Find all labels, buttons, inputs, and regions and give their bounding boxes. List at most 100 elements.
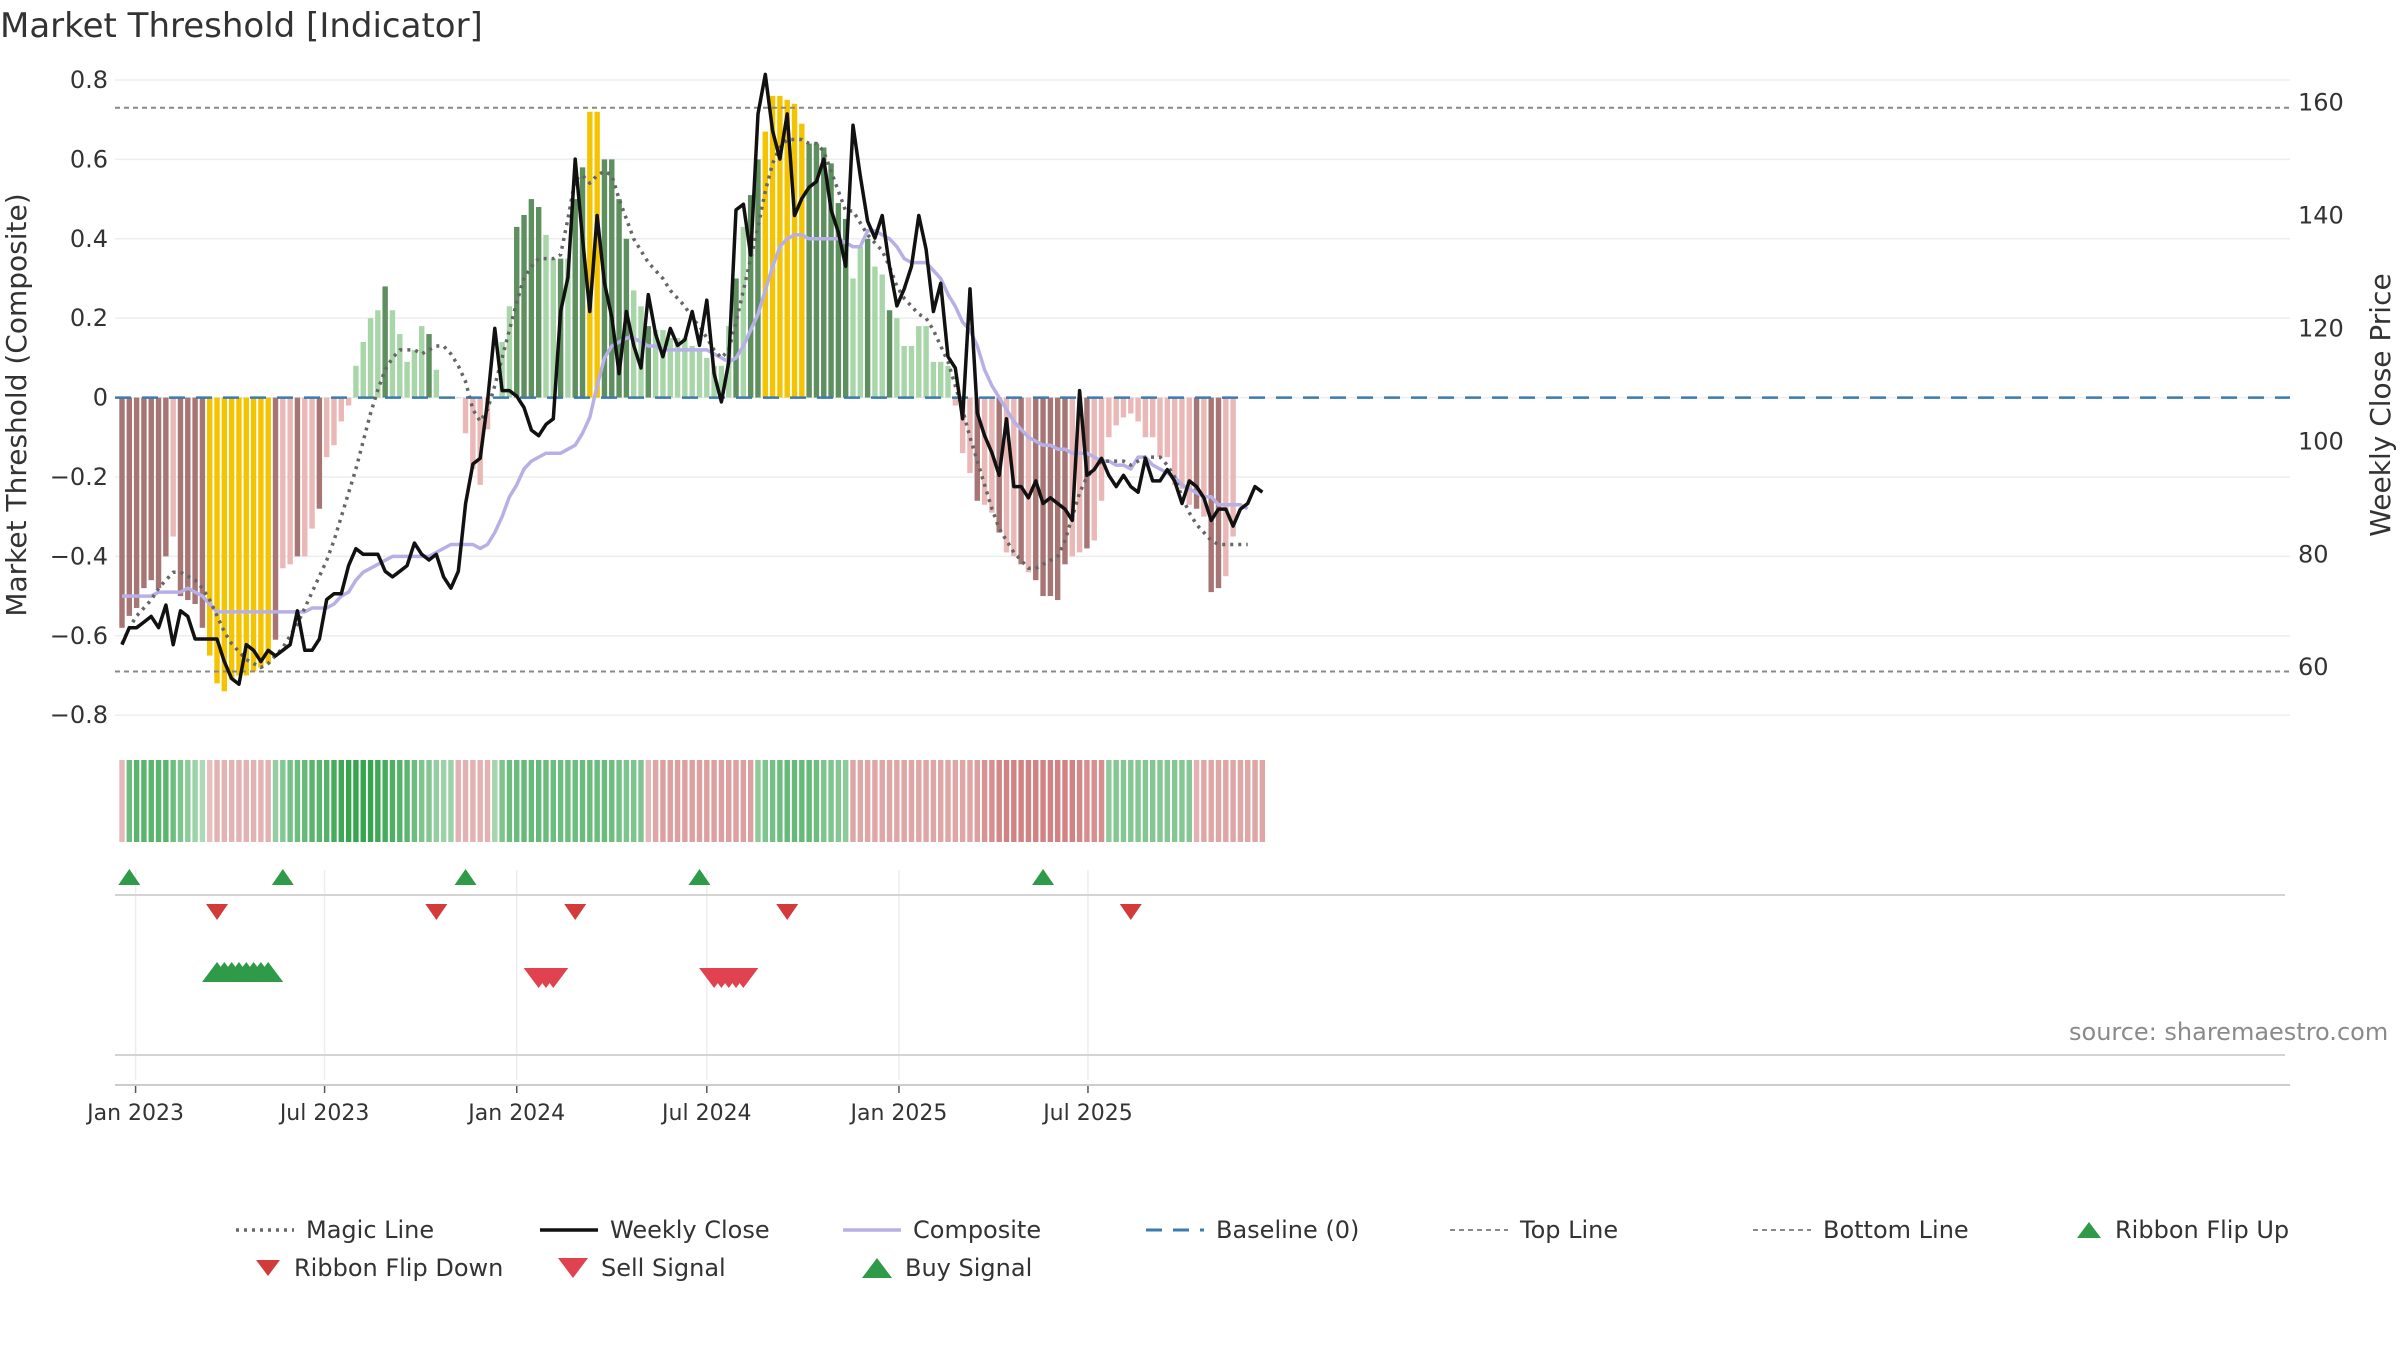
ribbon-flip-down-marker (425, 904, 448, 920)
ribbon-cell (221, 760, 228, 842)
ribbon-cell (1040, 760, 1046, 842)
composite-bar (214, 397, 220, 684)
composite-bar (323, 397, 330, 458)
ribbon-cell (243, 760, 249, 842)
composite-bar (791, 103, 798, 398)
composite-bar (1098, 397, 1105, 501)
legend-swatch-magic-line (236, 1228, 294, 1232)
ribbon-cell (367, 760, 374, 842)
ribbon-cell (938, 760, 944, 842)
composite-bar (367, 318, 374, 398)
sell-signal-marker (538, 968, 569, 988)
composite-bar (974, 397, 980, 501)
composite-bar (923, 326, 929, 398)
composite-bar (1076, 397, 1083, 553)
composite-bar (945, 365, 951, 398)
composite-bar (1230, 397, 1236, 537)
ribbon-cell (857, 760, 864, 842)
composite-bar (594, 111, 600, 398)
x-tick-label: Jan 2023 (85, 1101, 184, 1126)
ribbon-flip-down-marker (564, 904, 587, 920)
legend-swatch-weekly-close (540, 1228, 598, 1232)
composite-bar (886, 310, 893, 398)
composite-bar (462, 397, 469, 434)
composite-bar (755, 159, 761, 398)
ribbon-cell (1142, 760, 1149, 842)
ribbon-cell (1223, 760, 1229, 842)
ribbon-cell (272, 760, 279, 842)
composite-bar (864, 238, 871, 398)
composite-bar (704, 357, 710, 398)
weekly-close-line (120, 72, 1264, 686)
ribbon-cell (1003, 760, 1010, 842)
ribbon-cell (901, 760, 907, 842)
composite-bar (784, 99, 790, 398)
legend-label: Ribbon Flip Up (2115, 1216, 2290, 1244)
composite-bar (199, 397, 206, 628)
y-tick-label-left: 0.4 (70, 225, 108, 253)
ribbon-cell (119, 760, 125, 842)
ribbon-cell (192, 760, 198, 842)
y-tick-label-right: 80 (2298, 540, 2329, 568)
ribbon-cell (1201, 760, 1207, 842)
x-tick-label: Jul 2024 (660, 1101, 752, 1126)
composite-bar (660, 330, 666, 398)
ribbon-cell (587, 760, 593, 842)
composite-bar (828, 163, 834, 398)
composite-bar (419, 326, 425, 398)
composite-bar (126, 397, 133, 616)
composite-bar (543, 234, 549, 398)
ribbon-cell (747, 760, 754, 842)
composite-bar (645, 326, 652, 398)
ribbon-cell (821, 760, 827, 842)
composite-bar (506, 306, 513, 398)
ribbon-cell (601, 760, 608, 842)
y-tick-label-left: 0.8 (70, 66, 108, 94)
composite-bar (1106, 397, 1112, 438)
composite-bar (243, 397, 249, 676)
y-tick-label-left: 0.2 (70, 304, 108, 332)
composite-bar (747, 195, 754, 398)
ribbon-cell (433, 760, 440, 842)
ribbon-cell (265, 760, 271, 842)
ribbon-flip-up-marker (271, 869, 294, 885)
composite-bar (141, 397, 147, 589)
ribbon-cell (945, 760, 951, 842)
y-tick-label-right: 60 (2298, 653, 2329, 681)
composite-bar (236, 397, 242, 676)
composite-bar (1223, 397, 1229, 577)
ribbon-cell (1252, 760, 1258, 842)
composite-bar (338, 397, 345, 422)
ribbon-cell (755, 760, 761, 842)
ribbon-cell (813, 760, 820, 842)
ribbon-cell (1033, 760, 1039, 842)
ribbon-cell (894, 760, 900, 842)
ribbon-cell (309, 760, 315, 842)
composite-bar (535, 207, 542, 398)
ribbon-cell (1215, 760, 1222, 842)
composite-bar (572, 199, 578, 398)
composite-bar (1201, 397, 1207, 517)
ribbon-cell (1179, 760, 1185, 842)
composite-bar (857, 246, 864, 398)
legend-label: Bottom Line (1823, 1216, 1969, 1244)
composite-bar (806, 143, 812, 398)
ribbon-cell (163, 760, 169, 842)
ribbon-cell (155, 760, 162, 842)
ribbon-cell (872, 760, 878, 842)
ribbon-cell (294, 760, 301, 842)
ribbon-cell (718, 760, 725, 842)
composite-bar (521, 214, 527, 398)
ribbon-cell (652, 760, 659, 842)
composite-bar (565, 258, 571, 398)
ribbon-cell (1069, 760, 1076, 842)
composite-bar (718, 365, 725, 398)
composite-line (122, 229, 1249, 614)
ribbon-flip-down-marker (1119, 904, 1142, 920)
ribbon-cell (1025, 760, 1032, 842)
legend-label: Composite (913, 1216, 1042, 1244)
composite-bar (916, 326, 922, 398)
legend-item-baseline: Baseline (0) (1146, 1212, 1359, 1248)
ribbon-cell (1237, 760, 1244, 842)
ribbon-cell (148, 760, 154, 842)
